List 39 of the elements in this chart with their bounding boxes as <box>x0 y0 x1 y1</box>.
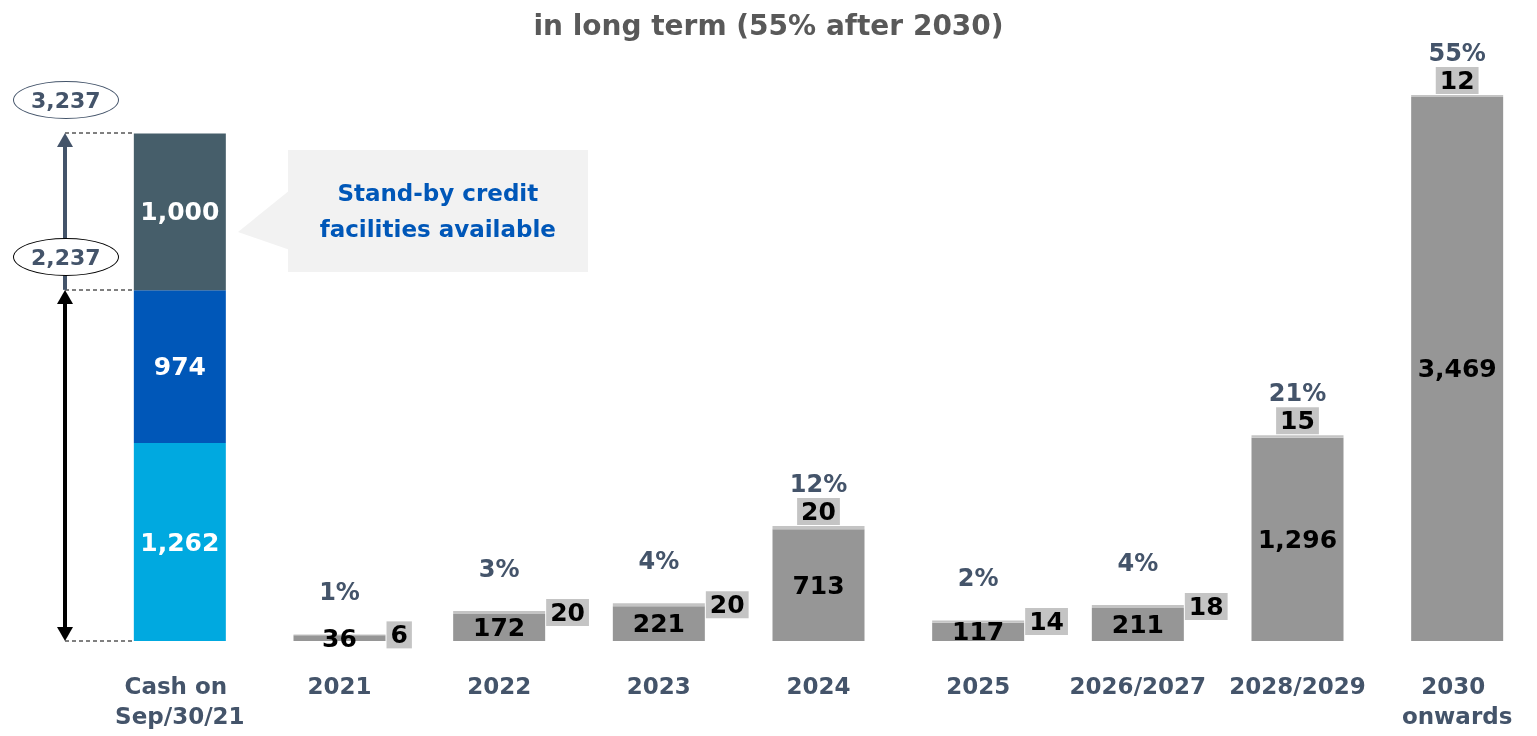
ref-line-label: 2,237 <box>12 238 119 277</box>
data-label: 3,469 <box>1417 354 1497 384</box>
data-label: 211 <box>1111 609 1164 639</box>
data-label: 713 <box>792 570 845 600</box>
annotation: 3% <box>478 554 520 583</box>
x-tick-label: 2026/2027 <box>1069 673 1207 699</box>
x-tick-label: 2024 <box>786 673 851 699</box>
ref-line-label: 3,237 <box>12 81 119 120</box>
data-label: 20 <box>801 497 836 527</box>
data-label: 974 <box>153 352 206 382</box>
data-label: 15 <box>1280 406 1315 436</box>
chart-title: in long term (55% after 2030) <box>533 8 1004 42</box>
annotation: 12% <box>789 470 848 499</box>
data-label: 221 <box>632 609 685 639</box>
annotation: 2% <box>957 564 999 593</box>
x-tick-label: Cash on Sep/30/21 <box>115 673 245 729</box>
data-label: 18 <box>1188 591 1224 621</box>
annotation: 55% <box>1428 39 1486 67</box>
annotation: 4% <box>638 547 680 576</box>
data-label: 14 <box>1029 607 1064 637</box>
annotation: 4% <box>1117 549 1159 578</box>
x-tick-label: 2030 onwards <box>1401 673 1513 729</box>
annotation: 1% <box>319 578 360 607</box>
x-tick-label: 2023 <box>626 673 691 699</box>
data-label: 172 <box>473 613 526 643</box>
data-label: 1,000 <box>140 197 220 227</box>
data-label: 1,296 <box>1257 524 1338 554</box>
data-label: 36 <box>322 623 357 653</box>
data-label: 117 <box>952 617 1005 647</box>
x-tick-label: 2028/2029 <box>1229 673 1366 699</box>
data-label: 20 <box>550 597 585 627</box>
x-tick-label: 2022 <box>467 673 532 699</box>
data-label: 12 <box>1439 66 1475 95</box>
data-label: 20 <box>709 590 745 620</box>
annotation: 21% <box>1268 379 1327 408</box>
x-tick-label: 2025 <box>946 673 1011 699</box>
data-label: 6 <box>390 620 408 650</box>
data-label: 1,262 <box>140 527 220 557</box>
x-tick-label: 2021 <box>307 673 372 699</box>
